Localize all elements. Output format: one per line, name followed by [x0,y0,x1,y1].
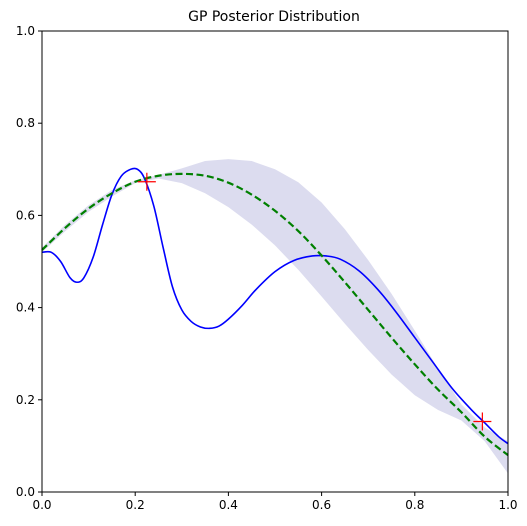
x-tick-label: 0.6 [312,498,331,512]
axis-ticks: 0.0 0.2 0.4 0.6 0.8 1.0 0.0 0.2 0.4 0.6 0.8 1.0 [16,24,518,512]
y-tick-label: 0.4 [16,301,35,315]
y-tick-label: 1.0 [16,24,35,38]
plot-area [41,159,509,474]
x-tick-label: 0.8 [405,498,424,512]
x-tick-label: 0.2 [126,498,145,512]
confidence-band [42,159,508,474]
chart-title: GP Posterior Distribution [188,9,360,25]
y-tick-label: 0.0 [16,485,35,499]
axes-frame [41,30,509,493]
observation-marker [137,172,156,191]
x-tick-label: 1.0 [498,498,517,512]
observation-marker [473,412,492,431]
y-tick-label: 0.8 [16,116,35,130]
y-tick-label: 0.2 [16,393,35,407]
true-function-line [41,167,509,445]
posterior-mean-line [41,172,509,456]
y-tick-label: 0.6 [16,208,35,222]
x-tick-label: 0.0 [32,498,51,512]
x-tick-label: 0.4 [219,498,238,512]
